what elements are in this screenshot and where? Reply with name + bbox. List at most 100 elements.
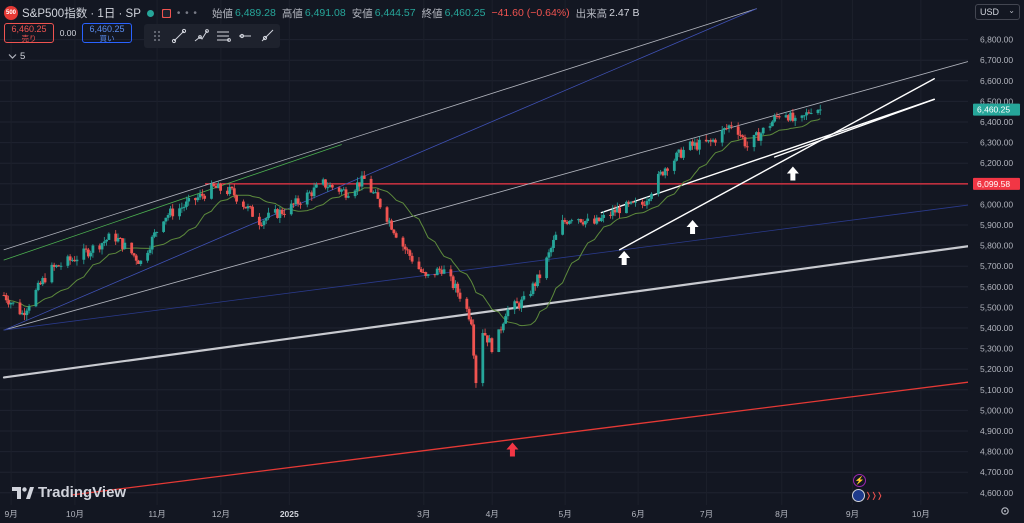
candle-body: [757, 132, 761, 141]
candle-body: [433, 274, 437, 276]
x-tick-label: 11月: [148, 509, 165, 519]
candle: [230, 185, 234, 191]
us-flag-icon[interactable]: [852, 489, 865, 502]
symbol-badge[interactable]: 500: [4, 6, 18, 20]
candle-body: [312, 187, 316, 197]
candle-body: [392, 229, 396, 234]
candle: [185, 196, 188, 210]
candle: [130, 242, 134, 255]
candle: [775, 112, 779, 120]
ray-icon[interactable]: [259, 28, 275, 44]
candle: [791, 108, 795, 123]
candle-body: [100, 243, 104, 250]
candle-body: [520, 299, 523, 308]
candle: [807, 109, 811, 115]
up-arrow-icon: [618, 250, 631, 265]
candle-body: [533, 283, 537, 287]
candle: [488, 334, 492, 343]
candle-body: [75, 259, 79, 262]
candle-body: [376, 192, 380, 199]
y-tick-label: 5,400.00: [980, 323, 1013, 333]
candle-body: [180, 207, 184, 209]
candle: [107, 232, 111, 241]
candle: [59, 262, 63, 270]
x-tick-label: 5月: [559, 509, 572, 519]
candle: [470, 316, 473, 326]
candle-body: [39, 282, 42, 285]
event-dots[interactable]: ❭❭❭: [865, 491, 883, 500]
candle-body: [102, 241, 106, 244]
candle: [196, 194, 200, 203]
candle-body: [711, 139, 715, 142]
candle: [647, 197, 651, 205]
candle-body: [741, 135, 745, 138]
candle: [178, 203, 181, 220]
candle: [513, 299, 517, 315]
candle-body: [41, 278, 45, 285]
candle-body: [344, 189, 348, 198]
currency-selector[interactable]: USD ⌄: [975, 4, 1020, 20]
candles[interactable]: [2, 104, 822, 388]
drag-handle-icon[interactable]: [149, 28, 165, 44]
x-tick-label: 4月: [486, 509, 499, 519]
candle-body: [647, 198, 651, 202]
candle-body: [130, 242, 134, 254]
candle-body: [246, 206, 250, 209]
sell-button[interactable]: 6,460.25 売り: [4, 23, 54, 43]
candle-body: [611, 209, 615, 216]
candle-body: [43, 278, 47, 283]
y-tick-label: 5,000.00: [980, 405, 1013, 415]
candle-body: [643, 204, 647, 206]
candle-body: [786, 115, 790, 121]
trend-line-icon[interactable]: [171, 28, 187, 44]
candle: [579, 218, 583, 224]
candle: [27, 304, 31, 314]
candle: [182, 204, 186, 212]
candle-body: [166, 215, 170, 218]
lightning-icon[interactable]: ⚡: [853, 474, 866, 487]
annotation-arrows[interactable]: [506, 166, 799, 457]
candle: [102, 237, 106, 247]
candle-body: [146, 252, 150, 261]
candle: [390, 218, 393, 231]
candle: [456, 281, 460, 297]
symbol-title[interactable]: S&P500指数 · 1日 · SP: [22, 8, 141, 20]
candle: [707, 140, 710, 144]
candle: [406, 247, 409, 255]
close-label: 終値: [421, 7, 443, 20]
candle: [627, 200, 631, 208]
candle-body: [71, 259, 74, 261]
time-axis[interactable]: 9月 10月 11月 12月 2025 3月 4月 5月 6月 7月 8月 9月 10月: [5, 509, 930, 519]
candle-body: [720, 129, 724, 143]
more-options[interactable]: • • •: [176, 7, 198, 19]
gear-icon[interactable]: [1000, 506, 1010, 516]
x-tick-label: 10月: [66, 509, 84, 519]
candle-body: [346, 196, 350, 198]
candle-body: [599, 217, 603, 222]
trend-line-blue-diagonal: [3, 8, 757, 331]
spread-value: 0.00: [59, 28, 77, 38]
candle: [522, 291, 526, 301]
candle-body: [761, 127, 765, 134]
candle-body: [262, 220, 266, 226]
candle: [86, 247, 90, 259]
candle-body: [752, 134, 756, 148]
candle-body: [645, 201, 649, 206]
candle-body: [609, 214, 612, 216]
indicators-toggle[interactable]: 5: [8, 51, 25, 62]
candle: [650, 192, 653, 202]
price-axis[interactable]: 6,800.00 6,700.00 6,600.00 6,500.00 6,400.00…: [973, 35, 1020, 498]
parallel-channel-icon[interactable]: [215, 28, 231, 44]
candle-body: [406, 249, 409, 251]
buy-button[interactable]: 6,460.25 買い: [82, 23, 132, 43]
horizontal-ray-icon[interactable]: [237, 28, 253, 44]
trend-lines[interactable]: [2, 8, 973, 496]
candle-body: [59, 265, 63, 267]
candle: [739, 130, 742, 138]
trend-line-white-3: [773, 98, 935, 158]
candle-body: [358, 182, 362, 187]
market-status-dot: [146, 9, 154, 17]
path-icon[interactable]: [193, 28, 209, 44]
candle-body: [522, 295, 526, 300]
